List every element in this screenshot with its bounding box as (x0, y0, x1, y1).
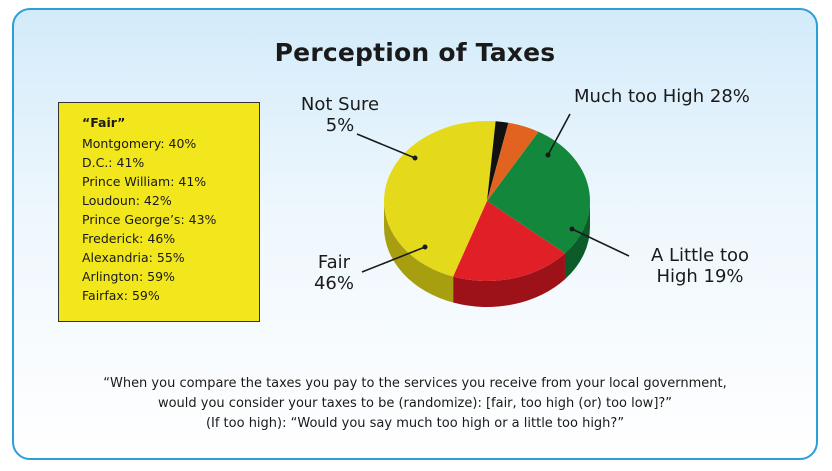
pie-slice-label: Fair 46% (314, 252, 354, 294)
fair-box-row: Prince William: 41% (82, 174, 207, 189)
fair-box-row: Alexandria: 55% (82, 250, 185, 265)
fair-box-row: Arlington: 59% (82, 269, 175, 284)
pie-chart: Much too High 28% A Little too High 19% Fai… (301, 86, 750, 308)
pie-leader-line (571, 228, 630, 257)
pie-slice-side (564, 201, 590, 280)
pie-leader-line (547, 113, 571, 156)
chart-title: Perception of Taxes (274, 38, 556, 67)
fair-box-header: “Fair” (82, 115, 126, 130)
question-line: would you consider your taxes to be (ran… (157, 396, 673, 411)
pie-slice-side (384, 201, 454, 303)
fair-box-row: Fairfax: 59% (82, 288, 160, 303)
pie-slice (487, 131, 590, 254)
fair-box-row: D.C.: 41% (82, 155, 145, 170)
pie-leader-line (356, 133, 416, 159)
question-line: (If too high): “Would you say much too h… (205, 416, 625, 431)
fair-by-county-box: “Fair” Montgomery: 40% D.C.: 41% Prince … (58, 102, 260, 322)
question-line: “When you compare the taxes you pay to t… (103, 376, 727, 391)
survey-question: “When you compare the taxes you pay to t… (54, 374, 776, 434)
pie-slice (453, 201, 565, 281)
pie-leader-dot (422, 244, 428, 250)
fair-box-row: Loudoun: 42% (82, 193, 172, 208)
pie-slice-label: A Little too High 19% (651, 245, 749, 287)
pie-leader-dot (545, 152, 551, 158)
pie-slice-side (453, 253, 565, 308)
pie-slice-label: Not Sure 5% (301, 94, 379, 136)
pie-slice (487, 121, 509, 201)
fair-box-row: Montgomery: 40% (82, 136, 197, 151)
pie-leader-line (361, 246, 426, 273)
pie-slice (383, 120, 496, 277)
pie-leader-dot (569, 226, 575, 232)
fair-box-row: Frederick: 46% (82, 231, 176, 246)
pie-side-walls (384, 201, 590, 308)
pie-slice-label: Much too High 28% (574, 86, 750, 107)
chart-frame: Perception of Taxes “Fair” Montgomery: 4… (12, 8, 818, 460)
fair-box-row: Prince George’s: 43% (82, 212, 217, 227)
pie-leader-dot (412, 155, 418, 161)
pie-slice (487, 122, 539, 201)
